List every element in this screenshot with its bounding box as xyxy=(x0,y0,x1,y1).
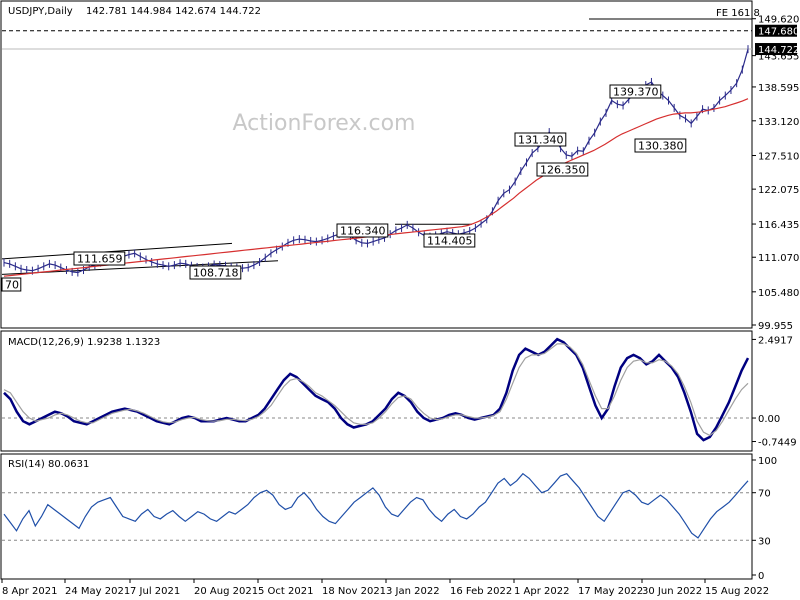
svg-text:108.718: 108.718 xyxy=(193,267,239,280)
price-annotation: 111.659 xyxy=(73,251,126,266)
price-annotation: 126.350 xyxy=(536,162,589,177)
rsi-panel-frame xyxy=(0,453,753,580)
x-tick-label: 30 Jun 2022 xyxy=(642,586,702,597)
price-annotation: 131.340 xyxy=(514,132,567,147)
x-tick-label: 20 Aug 2021 xyxy=(194,586,258,597)
y-tick-label: 105.480 xyxy=(758,288,799,299)
series-line xyxy=(3,49,749,274)
series-line xyxy=(3,343,749,437)
y-tick-label: 70 xyxy=(758,489,771,500)
y-tick-label: 30 xyxy=(758,536,771,547)
y-tick-label: 116.435 xyxy=(758,220,799,231)
fe-label: FE 161.8 xyxy=(716,8,760,19)
x-tick-label: 3 Jan 2022 xyxy=(386,586,440,597)
x-tick-label: 24 May 2021 xyxy=(65,586,130,597)
x-tick-label: 16 Feb 2022 xyxy=(450,586,512,597)
x-tick-label: 1 Apr 2022 xyxy=(514,586,569,597)
svg-text:131.340: 131.340 xyxy=(518,134,564,147)
price-title: USDJPY,Daily xyxy=(8,6,73,17)
price-annotation: 116.340 xyxy=(336,223,389,238)
ohlc-header: 142.781 144.984 142.674 144.722 xyxy=(86,6,261,17)
y-tick-label: 100 xyxy=(758,456,777,467)
x-tick-label: 15 Aug 2022 xyxy=(705,586,769,597)
y-tick-label: 99.955 xyxy=(758,321,793,332)
price-annotation: 130.380 xyxy=(634,138,687,153)
y-tick-label: 138.595 xyxy=(758,83,799,94)
svg-text:111.659: 111.659 xyxy=(77,253,123,266)
y-tick-label: 0 xyxy=(758,571,764,582)
price-annotation: 70 xyxy=(1,277,22,292)
svg-text:114.405: 114.405 xyxy=(427,235,473,248)
channel-lower-line xyxy=(1,260,279,275)
x-tick-label: 18 Nov 2021 xyxy=(322,586,386,597)
svg-text:139.370: 139.370 xyxy=(613,86,659,99)
x-tick-label: 8 Apr 2021 xyxy=(2,586,57,597)
macd-title: MACD(12,26,9) 1.9238 1.1323 xyxy=(8,337,160,348)
y-tick-label: -0.7449 xyxy=(758,438,797,449)
price-annotation: 139.370 xyxy=(609,84,662,99)
y-tick-label: 133.120 xyxy=(758,117,799,128)
y-tick-label: 143.655 xyxy=(758,52,799,63)
series-line xyxy=(3,472,749,539)
axis-price-tag-label: 147.680 xyxy=(758,27,799,38)
y-tick-label: 111.070 xyxy=(758,253,799,264)
watermark: ActionForex.com xyxy=(233,111,416,136)
y-tick-label: 0.00 xyxy=(758,414,780,425)
axis-price-tag xyxy=(755,24,797,37)
y-tick-label: 122.075 xyxy=(758,185,799,196)
price-annotation: 114.405 xyxy=(423,233,476,248)
y-tick-label: 149.620 xyxy=(758,15,799,26)
svg-text:130.380: 130.380 xyxy=(638,140,684,153)
rsi-title: RSI(14) 80.0631 xyxy=(8,459,89,470)
axis-price-tag xyxy=(755,43,797,56)
channel-upper-line xyxy=(1,242,233,260)
y-tick-label: 127.510 xyxy=(758,152,799,163)
axis-price-tag-label: 144.722 xyxy=(758,45,799,56)
x-tick-label: 7 Jul 2021 xyxy=(130,586,180,597)
price-annotation: 108.718 xyxy=(189,265,242,280)
macd-panel-frame xyxy=(0,330,753,452)
x-tick-label: 5 Oct 2021 xyxy=(258,586,313,597)
svg-text:70: 70 xyxy=(5,279,19,292)
svg-text:126.350: 126.350 xyxy=(540,164,586,177)
x-tick-label: 17 May 2022 xyxy=(578,586,643,597)
price-panel-frame xyxy=(0,0,753,329)
svg-text:116.340: 116.340 xyxy=(340,225,386,238)
y-tick-label: 2.4917 xyxy=(758,335,793,346)
